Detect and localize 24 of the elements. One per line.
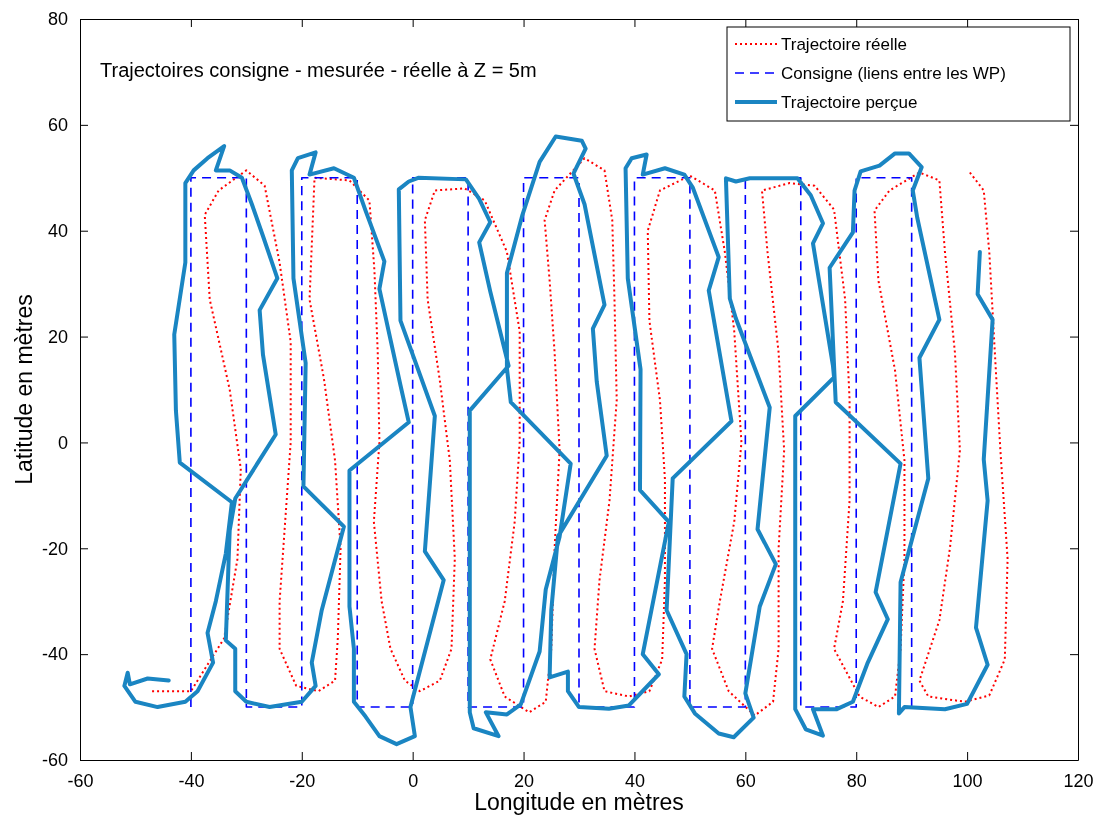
x-tick-label: 60 xyxy=(735,770,756,791)
x-tick-label: 80 xyxy=(846,770,867,791)
x-axis-title: Longitude en mètres xyxy=(474,789,684,815)
y-axis-title: Latitude en mètres xyxy=(11,294,37,485)
x-tick-label: -40 xyxy=(178,770,205,791)
legend-label: Trajectoire perçue xyxy=(781,93,918,112)
x-tick-label: 0 xyxy=(408,770,419,791)
x-tick-label: -60 xyxy=(67,770,94,791)
y-tick-label: 60 xyxy=(47,115,68,136)
y-tick-label: 40 xyxy=(47,220,68,241)
x-tick-label: 100 xyxy=(952,770,983,791)
y-tick-label: 80 xyxy=(47,9,68,30)
legend-label: Trajectoire réelle xyxy=(781,35,907,54)
y-tick-label: -60 xyxy=(41,750,68,771)
x-tick-label: -20 xyxy=(289,770,316,791)
y-tick-label: -20 xyxy=(41,538,68,559)
y-tick-label: -40 xyxy=(41,644,68,665)
text: Trajectoires consigne - mesurée - réelle à Z = 5m xyxy=(100,59,537,81)
y-tick-label: 0 xyxy=(57,432,68,453)
x-tick-label: 120 xyxy=(1063,770,1094,791)
y-tick-label: 20 xyxy=(47,326,68,347)
legend-label: Consigne (liens entre les WP) xyxy=(781,64,1006,83)
x-tick-label: 20 xyxy=(514,770,535,791)
x-tick-label: 40 xyxy=(624,770,645,791)
